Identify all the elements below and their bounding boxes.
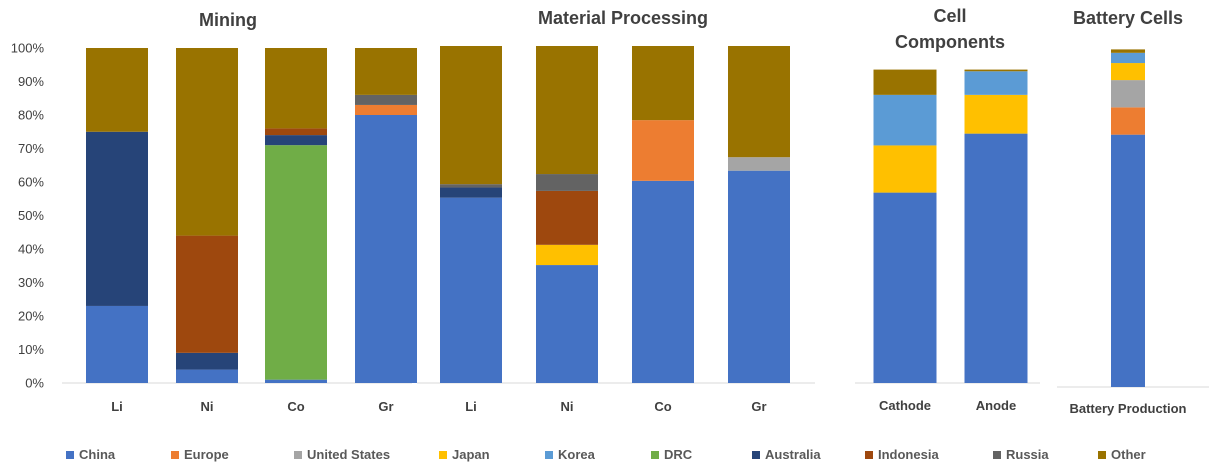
bar-segment-mining-gr-other (355, 48, 417, 95)
bar-segment-material-processing-ni-japan (536, 244, 598, 266)
bar-segment-material-processing-li-china (440, 197, 502, 383)
legend-label-europe: Europe (184, 447, 229, 462)
bar-segment-cell-components-cathode-china (873, 192, 937, 383)
y-tick-label: 70% (18, 141, 44, 156)
category-label-cathode: Cathode (879, 398, 931, 413)
category-label-gr: Gr (751, 399, 766, 414)
category-label-anode: Anode (976, 398, 1016, 413)
legend-label-japan: Japan (452, 447, 490, 462)
bar-segment-cell-components-anode-japan (964, 94, 1028, 134)
panel-title-material-processing: Material Processing (538, 8, 708, 28)
legend-swatch-drc (651, 451, 659, 459)
bar-segment-mining-gr-russia (355, 94, 417, 105)
category-label-li: Li (465, 399, 477, 414)
bar-segment-cell-components-cathode-other (873, 69, 937, 95)
legend-swatch-korea (545, 451, 553, 459)
bar-segment-battery-cells-battery-production-china (1111, 134, 1145, 387)
bar-segment-mining-co-china (265, 379, 327, 383)
bar-segment-battery-cells-battery-production-korea (1111, 52, 1145, 64)
y-tick-label: 100% (11, 41, 45, 56)
bar-segment-cell-components-cathode-japan (873, 145, 937, 193)
bar-segment-material-processing-ni-indonesia (536, 190, 598, 245)
bar-segment-mining-li-china (86, 305, 148, 383)
y-tick-label: 40% (18, 242, 44, 257)
bar-segment-mining-co-other (265, 48, 327, 129)
bar-segment-mining-ni-china (176, 369, 238, 383)
category-label-ni: Ni (201, 399, 214, 414)
bar-segment-cell-components-anode-other (964, 69, 1028, 72)
bar-segment-battery-cells-battery-production-united-states (1111, 80, 1145, 108)
bar-segment-battery-cells-battery-production-europe (1111, 107, 1145, 135)
bar-segment-mining-li-other (86, 48, 148, 132)
bar-segment-mining-co-drc (265, 145, 327, 380)
legend-swatch-australia (752, 451, 760, 459)
panel-title-cell-components: Cell (933, 6, 966, 26)
panel-title-cell-components: Components (895, 32, 1005, 52)
bar-segment-material-processing-gr-china (728, 170, 790, 383)
category-label-co: Co (287, 399, 304, 414)
legend-swatch-europe (171, 451, 179, 459)
bar-segment-mining-co-indonesia (265, 128, 327, 136)
legend-swatch-china (66, 451, 74, 459)
legend-label-australia: Australia (765, 447, 821, 462)
bar-segment-material-processing-gr-other (728, 46, 790, 158)
bar-segment-material-processing-co-europe (632, 120, 694, 181)
bar-segment-material-processing-li-russia (440, 184, 502, 188)
bar-segment-material-processing-co-other (632, 46, 694, 121)
legend-label-indonesia: Indonesia (878, 447, 939, 462)
legend-label-china: China (79, 447, 116, 462)
bar-segment-cell-components-anode-korea (964, 71, 1028, 95)
y-tick-label: 60% (18, 175, 44, 190)
legend-swatch-russia (993, 451, 1001, 459)
legend-swatch-united-states (294, 451, 302, 459)
bar-segment-material-processing-ni-russia (536, 174, 598, 191)
category-label-li: Li (111, 399, 123, 414)
y-tick-label: 50% (18, 208, 44, 223)
bar-segment-mining-co-australia (265, 135, 327, 146)
bar-segment-material-processing-gr-united-states (728, 157, 790, 171)
legend-label-drc: DRC (664, 447, 693, 462)
panel-title-mining: Mining (199, 10, 257, 30)
bar-segment-material-processing-ni-other (536, 46, 598, 175)
legend-label-united-states: United States (307, 447, 390, 462)
panel-title-battery-cells: Battery Cells (1073, 8, 1183, 28)
legend-label-russia: Russia (1006, 447, 1049, 462)
y-tick-label: 20% (18, 309, 44, 324)
y-tick-label: 0% (25, 376, 44, 391)
bar-segment-material-processing-li-australia (440, 187, 502, 198)
category-label-gr: Gr (378, 399, 393, 414)
y-tick-label: 30% (18, 275, 44, 290)
legend-swatch-japan (439, 451, 447, 459)
bar-segment-mining-gr-europe (355, 104, 417, 115)
bar-segment-cell-components-anode-china (964, 133, 1028, 383)
bar-segment-battery-cells-battery-production-other (1111, 49, 1145, 53)
legend-label-korea: Korea (558, 447, 596, 462)
bar-segment-mining-ni-australia (176, 352, 238, 370)
y-tick-label: 10% (18, 342, 44, 357)
bar-segment-mining-gr-china (355, 115, 417, 383)
category-label-co: Co (654, 399, 671, 414)
legend-swatch-indonesia (865, 451, 873, 459)
y-tick-label: 80% (18, 108, 44, 123)
bar-segment-cell-components-cathode-korea (873, 94, 937, 146)
legend-label-other: Other (1111, 447, 1146, 462)
bar-segment-material-processing-li-other (440, 46, 502, 185)
y-tick-label: 90% (18, 74, 44, 89)
bar-segment-mining-ni-other (176, 48, 238, 236)
legend-swatch-other (1098, 451, 1106, 459)
bar-segment-mining-li-australia (86, 131, 148, 306)
bar-segment-material-processing-ni-china (536, 265, 598, 383)
bar-segment-battery-cells-battery-production-japan (1111, 63, 1145, 81)
bar-segment-material-processing-co-china (632, 180, 694, 383)
category-label-battery-production: Battery Production (1069, 401, 1186, 416)
category-label-ni: Ni (561, 399, 574, 414)
bar-segment-mining-ni-indonesia (176, 235, 238, 353)
